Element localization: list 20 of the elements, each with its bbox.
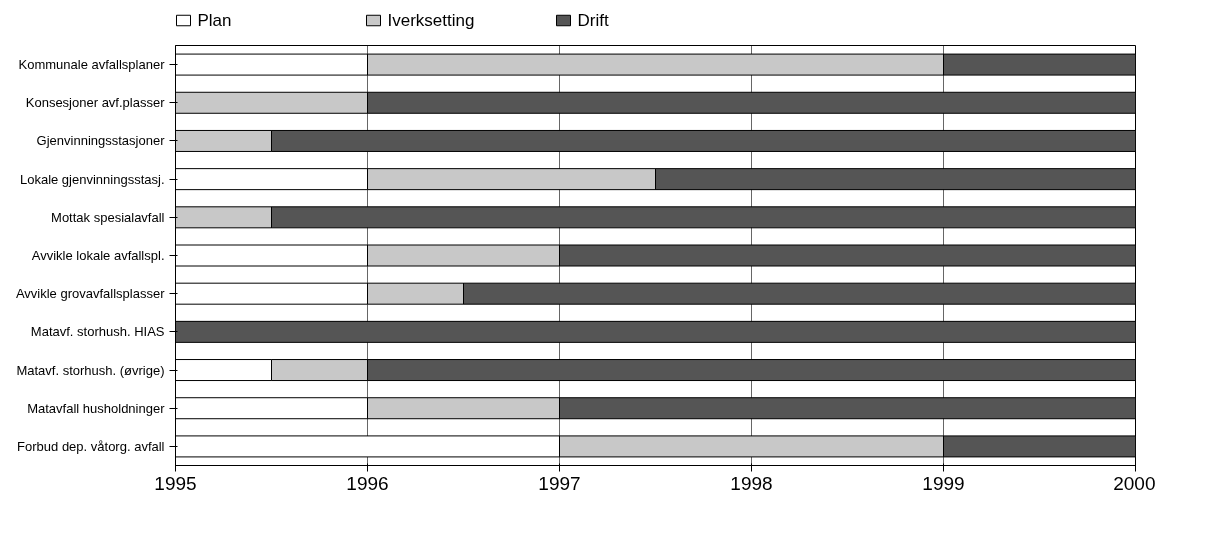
y-tick-label: Lokale gjenvinningsstasj. bbox=[19, 171, 165, 187]
y-tick-label: Matavf. storhush. (øvrige) bbox=[16, 362, 165, 378]
legend-label: Plan bbox=[197, 11, 232, 30]
y-tick-label: Kommunale avfallsplaner bbox=[18, 57, 166, 73]
legend-label: Iverksetting bbox=[387, 11, 475, 30]
x-tick-label: 1995 bbox=[154, 472, 197, 494]
x-tick-label: 2000 bbox=[1113, 472, 1156, 494]
x-tick-label: 1996 bbox=[346, 472, 389, 494]
y-tick-label: Avvikle lokale avfallspl. bbox=[31, 248, 165, 263]
y-tick-label: Gjenvinningsstasjoner bbox=[36, 133, 166, 149]
y-tick-label: Matavfall husholdninger bbox=[27, 400, 166, 416]
x-tick-label: 1997 bbox=[538, 472, 581, 494]
legend-label: Drift bbox=[577, 11, 609, 30]
x-tick-label: 1999 bbox=[922, 472, 965, 494]
y-tick-label: Mottak spesialavfall bbox=[51, 209, 165, 225]
x-tick-label: 1998 bbox=[730, 472, 773, 494]
y-tick-label: Avvikle grovavfallsplasser bbox=[15, 286, 166, 302]
y-tick-label: Konsesjoner avf.plasser bbox=[25, 95, 166, 111]
y-tick-label: Matavf. storhush. HIAS bbox=[30, 324, 165, 340]
y-tick-label: Forbud dep. våtorg. avfall bbox=[17, 438, 165, 454]
